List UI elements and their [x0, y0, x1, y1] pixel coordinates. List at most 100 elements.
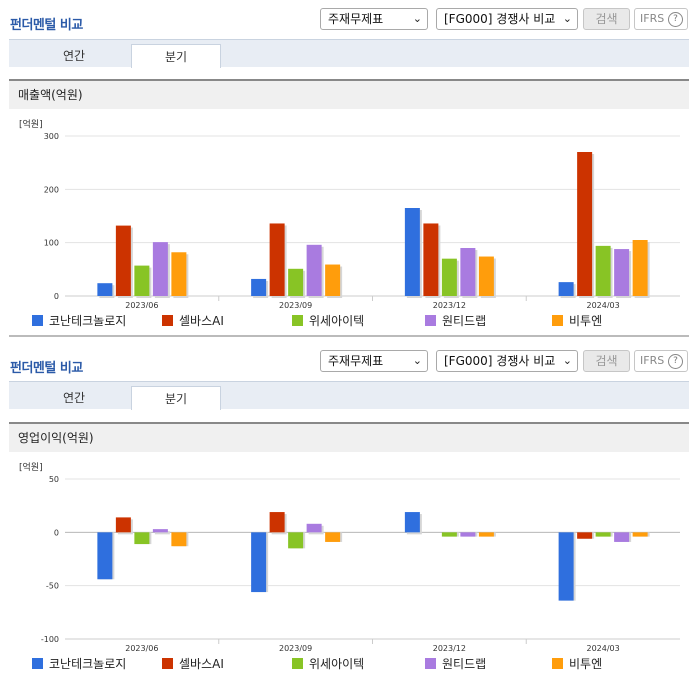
x-tick-label: 2023/12 [433, 644, 466, 653]
legend-swatch [292, 315, 303, 326]
legend-label: 셀바스AI [179, 657, 224, 671]
ifrs-help-button[interactable]: IFRS ? [634, 8, 688, 30]
legend-item[interactable]: 위세아이텍 [292, 312, 364, 329]
legend-item[interactable]: 코난테크놀로지 [32, 312, 126, 329]
legend-swatch [162, 315, 173, 326]
bar [478, 532, 494, 537]
chevron-down-icon: ⌄ [412, 12, 422, 25]
x-tick-label: 2023/09 [279, 644, 312, 653]
bar [152, 529, 168, 533]
y-tick-label: 300 [44, 132, 59, 141]
tab-quarterly[interactable]: 분기 [131, 44, 221, 68]
legend-swatch [425, 658, 436, 669]
statement-select-value: 주재무제표 [328, 12, 384, 26]
chevron-down-icon: ⌄ [412, 354, 422, 367]
statement-select-value: 주재무제표 [328, 354, 384, 368]
bar [614, 249, 630, 296]
bar [423, 223, 439, 296]
y-tick-label: -100 [41, 635, 59, 644]
bar [441, 532, 457, 537]
period-tabs: 연간 분기 [9, 39, 689, 68]
legend-label: 위세아이텍 [309, 657, 365, 671]
legend-swatch [552, 658, 563, 669]
revenue-chart: [억원] 0 100 200 300 2023/06 2023/09 2023/12 2024… [9, 113, 689, 333]
bar [306, 244, 322, 296]
bar [171, 532, 187, 547]
x-tick-label: 2023/12 [433, 301, 466, 308]
bar [288, 532, 304, 549]
legend-item[interactable]: 비투엔 [552, 312, 602, 329]
legend-label: 셀바스AI [179, 314, 224, 328]
legend-swatch [552, 315, 563, 326]
peer-group-select[interactable]: [FG000] 경쟁사 비교 ⌄ [436, 350, 578, 372]
bar [115, 225, 131, 296]
revenue-bar-chart: 0 100 200 300 2023/06 2023/09 2023/12 2024/03 [44, 132, 680, 308]
bar [251, 278, 267, 296]
peer-group-select-value: [FG000] 경쟁사 비교 [444, 12, 556, 26]
bar [325, 264, 341, 296]
search-button[interactable]: 검색 [583, 350, 630, 372]
question-icon: ? [668, 12, 683, 27]
x-tick-label: 2023/06 [125, 301, 158, 308]
statement-select[interactable]: 주재무제표 ⌄ [320, 8, 428, 30]
bar [269, 223, 285, 296]
tab-annual[interactable]: 연간 [62, 391, 86, 405]
legend-item[interactable]: 셀바스AI [162, 312, 224, 329]
legend-swatch [162, 658, 173, 669]
statement-select[interactable]: 주재무제표 ⌄ [320, 350, 428, 372]
legend-item[interactable]: 위세아이텍 [292, 655, 364, 672]
peer-group-select[interactable]: [FG000] 경쟁사 비교 ⌄ [436, 8, 578, 30]
y-tick-label: 100 [44, 239, 59, 248]
bar [558, 282, 574, 296]
legend-label: 코난테크놀로지 [49, 657, 127, 671]
legend-item[interactable]: 코난테크놀로지 [32, 655, 126, 672]
legend-item[interactable]: 원티드랩 [425, 312, 486, 329]
bar [595, 532, 611, 537]
bar [577, 152, 593, 296]
x-tick-label: 2024/03 [587, 301, 620, 308]
bar [134, 265, 150, 296]
bar [134, 532, 150, 545]
bar [478, 256, 494, 296]
x-tick-label: 2023/09 [279, 301, 312, 308]
unit-label: [억원] [19, 120, 43, 130]
legend-label: 원티드랩 [442, 657, 487, 671]
y-tick-label: 0 [54, 528, 59, 537]
legend-item[interactable]: 셀바스AI [162, 655, 224, 672]
legend-item[interactable]: 원티드랩 [425, 655, 486, 672]
y-tick-label: 50 [49, 475, 59, 484]
panel-title: 펀더멘털 비교 [10, 18, 83, 33]
legend-swatch [292, 658, 303, 669]
legend-label: 위세아이텍 [309, 314, 365, 328]
bar-shadow [154, 531, 170, 535]
section-header: 매출액(억원) [9, 79, 689, 109]
ifrs-label: IFRS [640, 354, 665, 367]
y-tick-label: 0 [54, 292, 59, 301]
ifrs-help-button[interactable]: IFRS ? [634, 350, 688, 372]
chevron-down-icon: ⌄ [562, 354, 572, 367]
bar [269, 512, 285, 533]
legend-label: 코난테크놀로지 [49, 314, 127, 328]
x-tick-label: 2023/06 [125, 644, 158, 653]
panel-title: 펀더멘털 비교 [10, 361, 83, 376]
legend-item[interactable]: 비투엔 [552, 655, 602, 672]
y-tick-label: 200 [44, 185, 59, 194]
bar [404, 208, 420, 296]
bar [171, 252, 187, 296]
fundamental-panel-operating-profit: 펀더멘털 비교 주재무제표 ⌄ [FG000] 경쟁사 비교 ⌄ 검색 IFRS… [0, 342, 696, 684]
section-header: 영업이익(억원) [9, 422, 689, 452]
bar [460, 248, 476, 296]
fundamental-panel-revenue: 펀더멘털 비교 주재무제표 ⌄ [FG000] 경쟁사 비교 ⌄ 검색 IFRS… [0, 0, 696, 340]
operating-profit-chart: [억원] -100 -50 0 50 2023/06 2023/09 2023/12 2024… [9, 456, 689, 680]
bar [97, 283, 113, 296]
bar [288, 268, 304, 296]
legend-label: 비투엔 [569, 657, 603, 671]
search-button[interactable]: 검색 [583, 8, 630, 30]
bar [97, 532, 113, 580]
tab-quarterly[interactable]: 분기 [131, 386, 221, 410]
legend-swatch [32, 315, 43, 326]
tab-annual[interactable]: 연간 [62, 49, 86, 63]
legend-label: 원티드랩 [442, 314, 487, 328]
bar [577, 532, 593, 539]
bar [595, 245, 611, 296]
